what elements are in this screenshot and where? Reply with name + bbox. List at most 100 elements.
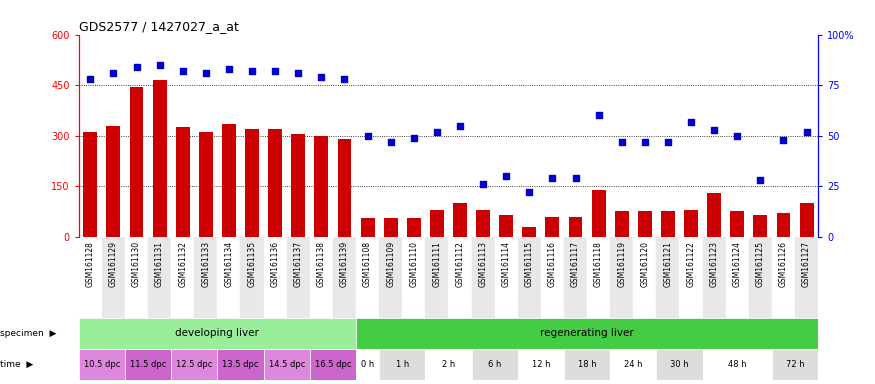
Bar (102, 237, 125, 318)
Bar (83, 132, 97, 237)
Text: GSM161109: GSM161109 (386, 241, 396, 287)
Point (199, 70, 213, 76)
Text: 14.5 dpc: 14.5 dpc (269, 360, 304, 369)
Bar (494, 237, 518, 318)
Bar (199, 132, 213, 237)
Bar (125, 349, 172, 380)
Bar (707, 193, 721, 237)
Text: GSM161125: GSM161125 (756, 241, 765, 287)
Text: GSM161111: GSM161111 (432, 241, 441, 287)
Text: GDS2577 / 1427027_a_at: GDS2577 / 1427027_a_at (79, 20, 239, 33)
Text: 18 h: 18 h (578, 360, 597, 369)
Point (222, 66, 236, 72)
Text: 2 h: 2 h (442, 360, 455, 369)
Bar (153, 80, 166, 237)
Bar (269, 129, 282, 237)
Bar (263, 349, 310, 380)
Point (592, 113, 605, 119)
Point (500, 173, 514, 179)
Bar (356, 349, 379, 380)
Point (314, 74, 328, 80)
Bar (541, 237, 564, 318)
Bar (217, 237, 241, 318)
Text: GSM161137: GSM161137 (294, 241, 303, 287)
Point (569, 175, 583, 181)
Text: GSM161134: GSM161134 (224, 241, 234, 287)
Bar (800, 203, 814, 237)
Bar (407, 218, 421, 237)
Point (268, 68, 282, 74)
Point (731, 132, 745, 139)
Text: GSM161113: GSM161113 (479, 241, 487, 287)
Text: GSM161132: GSM161132 (178, 241, 187, 287)
Text: GSM161129: GSM161129 (108, 241, 118, 287)
Bar (379, 349, 425, 380)
Bar (634, 237, 656, 318)
Bar (287, 237, 310, 318)
Bar (545, 217, 559, 237)
Bar (430, 210, 444, 237)
Bar (79, 349, 125, 380)
Bar (703, 237, 725, 318)
Text: GSM161118: GSM161118 (594, 241, 603, 287)
Text: GSM161131: GSM161131 (155, 241, 164, 287)
Point (661, 139, 675, 145)
Text: GSM161138: GSM161138 (317, 241, 326, 287)
Bar (338, 139, 352, 237)
Bar (172, 349, 217, 380)
Text: GSM161122: GSM161122 (687, 241, 696, 287)
Bar (241, 237, 263, 318)
Bar (592, 190, 605, 237)
Point (107, 70, 121, 76)
Point (753, 177, 767, 183)
Bar (472, 349, 518, 380)
Point (338, 76, 352, 82)
Point (360, 132, 374, 139)
Bar (564, 349, 610, 380)
Bar (610, 349, 656, 380)
Text: 11.5 dpc: 11.5 dpc (130, 360, 166, 369)
Point (130, 64, 144, 70)
Bar (587, 237, 610, 318)
Bar (725, 237, 749, 318)
Text: 13.5 dpc: 13.5 dpc (222, 360, 259, 369)
Bar (518, 349, 564, 380)
Bar (125, 237, 148, 318)
Text: 16.5 dpc: 16.5 dpc (315, 360, 351, 369)
Bar (217, 349, 263, 380)
Bar (222, 124, 236, 237)
Bar (772, 237, 795, 318)
Bar (176, 127, 190, 237)
Bar (680, 237, 703, 318)
Bar (332, 237, 356, 318)
Text: GSM161110: GSM161110 (410, 241, 418, 287)
Bar (425, 349, 472, 380)
Point (707, 127, 721, 133)
Bar (772, 349, 818, 380)
Bar (402, 237, 425, 318)
Bar (776, 213, 790, 237)
Bar (684, 210, 698, 237)
Text: 72 h: 72 h (786, 360, 804, 369)
Bar (107, 126, 121, 237)
Bar (638, 212, 652, 237)
Text: regenerating liver: regenerating liver (540, 328, 634, 338)
Bar (79, 237, 102, 318)
Text: GSM161136: GSM161136 (270, 241, 280, 287)
Bar (172, 237, 194, 318)
Bar (500, 215, 513, 237)
Bar (615, 212, 628, 237)
Text: 12 h: 12 h (532, 360, 550, 369)
Bar (522, 227, 536, 237)
Point (245, 68, 259, 74)
Bar (263, 237, 287, 318)
Bar (795, 237, 818, 318)
Bar (130, 87, 144, 237)
Bar (194, 237, 217, 318)
Bar (449, 237, 472, 318)
Text: 10.5 dpc: 10.5 dpc (84, 360, 120, 369)
Bar (656, 237, 680, 318)
Text: GSM161121: GSM161121 (663, 241, 673, 287)
Point (453, 122, 467, 129)
Text: GSM161117: GSM161117 (571, 241, 580, 287)
